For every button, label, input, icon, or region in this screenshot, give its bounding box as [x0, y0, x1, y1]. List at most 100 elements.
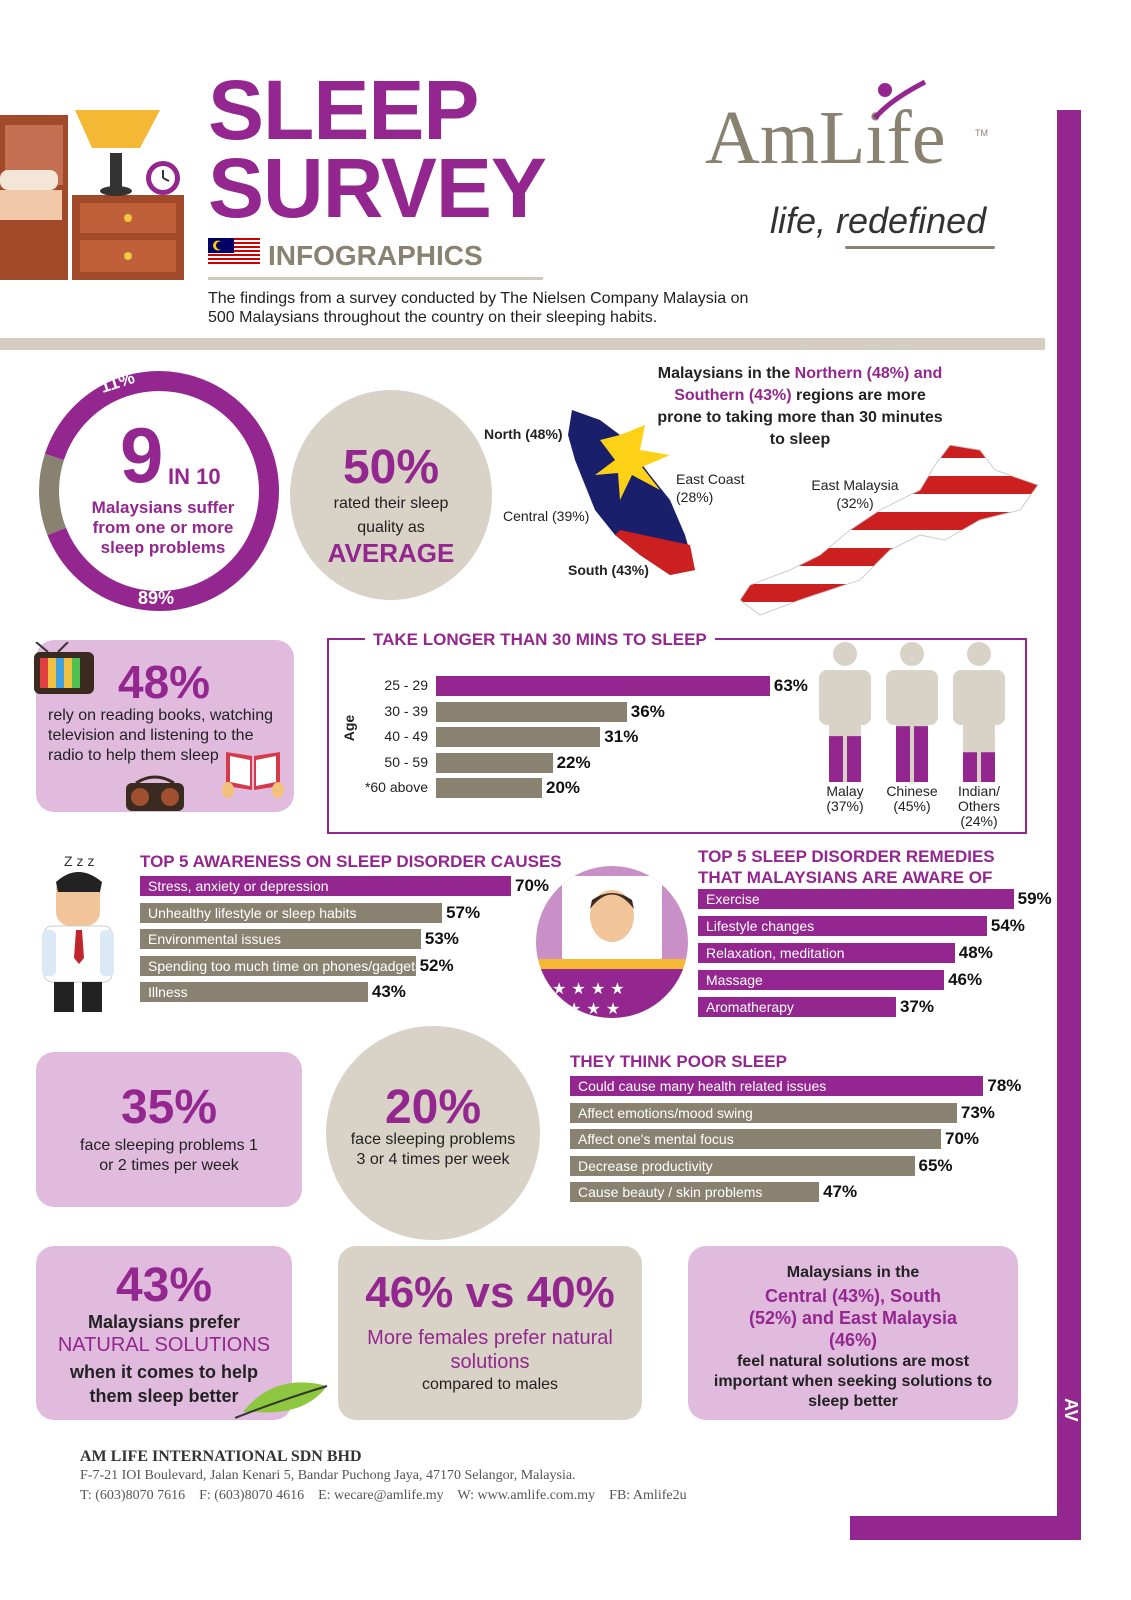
ethnic-figures: Malay (37%) Chinese (45%) Indian/ Others (24%… [815, 640, 1020, 830]
bedroom-illustration [0, 95, 190, 285]
freq2-text: face sleeping problems 3 or 4 times per … [350, 1131, 516, 1168]
radio-icon [124, 775, 186, 813]
leaf-icon [234, 1372, 330, 1422]
remedy-value-label: 46% [948, 970, 983, 989]
freq1-big: 35% [120, 1081, 218, 1134]
nine-in10: IN 10 [168, 464, 221, 489]
tv-icon [28, 641, 98, 696]
ethnic-value: (37%) [826, 798, 864, 814]
cause-bar-label: Unhealthy lifestyle or sleep habits [148, 904, 357, 921]
poor-sleep-value-label: 73% [960, 1102, 995, 1122]
fifty-emph: AVERAGE [327, 538, 455, 568]
remedies-bar-chart: Exercise 59% Lifestyle changes 54% Relaxatio… [698, 889, 1052, 1024]
freq1-text: face sleeping problems 1 or 2 times per … [80, 1137, 258, 1174]
fifty-big: 50% [342, 441, 440, 494]
age-bar-chart: 25 - 29 63% 30 - 39 36% 40 - 49 31% 50 - 59 22%… [350, 676, 830, 806]
remedy-bar-label: Relaxation, meditation [706, 945, 845, 961]
regions-line2: feel natural solutions are most importan… [713, 1353, 993, 1410]
remedy-bar-label: Aromatherapy [706, 999, 794, 1015]
ethnic-name: Malay [826, 783, 864, 799]
svg-text:★ ★ ★: ★ ★ ★ [567, 999, 620, 1018]
age-bar [436, 778, 542, 798]
remedy-bar: Relaxation, meditation [698, 943, 955, 963]
freq1-box [36, 1052, 302, 1207]
cause-bar: Illness [140, 982, 368, 1002]
label-central: Central (39%) [503, 508, 590, 524]
footer-contacts: T: (603)8070 7616 F: (603)8070 4616 E: w… [80, 1488, 687, 1503]
poor-sleep-title: THEY THINK POOR SLEEP [570, 1052, 787, 1071]
remedy-bar-label: Lifestyle changes [706, 918, 815, 934]
poor-sleep-value-label: 65% [918, 1155, 953, 1175]
media-big: 48% [118, 656, 211, 708]
ethnic-name: Chinese [886, 783, 938, 799]
label-east-malaysia: East Malaysia (32%) [811, 477, 899, 511]
cause-value-label: 43% [371, 982, 406, 1001]
remedy-value-label: 37% [899, 997, 934, 1016]
person-figure [819, 642, 871, 782]
bottom-frame-bar [850, 1516, 1081, 1540]
brand-name: AmLife [705, 96, 946, 180]
cause-bar: Environmental issues [140, 929, 421, 949]
poor-sleep-value-label: 70% [945, 1129, 980, 1148]
remedies-title: TOP 5 SLEEP DISORDER REMEDIES THAT MALAY… [698, 846, 1008, 888]
sleepy-man-illustration: Z z z [34, 852, 130, 1012]
cause-value-label: 57% [446, 902, 481, 922]
title-line-1: SLEEP [208, 63, 479, 157]
poor-sleep-bar: Cause beauty / skin problems [570, 1182, 820, 1202]
age-tick-label: 30 - 39 [384, 702, 428, 719]
media-text: rely on reading books, watching televisi… [48, 707, 274, 764]
label-east-coast: East Coast (28%) [676, 471, 745, 505]
age-tick-label: 50 - 59 [384, 753, 428, 770]
cause-bar: Stress, anxiety or depression [140, 876, 511, 896]
cause-bar-label: Spending too much time on phones/gadgets [148, 957, 422, 974]
ethnic-value: (45%) [893, 798, 931, 814]
regions-box [688, 1246, 1018, 1420]
fifty-text: rated their sleep quality as [333, 495, 449, 536]
map-headline: Malaysians in the Northern (48%) and Sou… [650, 363, 950, 451]
malaysia-flag-icon [208, 238, 260, 266]
poor-sleep-bar-label: Could cause many health related issues [578, 1078, 827, 1094]
person-figure [886, 642, 938, 782]
donut-segment-89 [44, 371, 279, 611]
causes-bar-chart: Stress, anxiety or depression 70% Unhealth… [140, 876, 560, 1006]
gender-big: 46% vs 40% [365, 1268, 615, 1317]
cause-bar-label: Environmental issues [148, 931, 282, 947]
remedies-title-text: TOP 5 SLEEP DISORDER REMEDIES THAT MALAY… [698, 847, 995, 887]
poor-sleep-value-label: 47% [823, 1182, 858, 1201]
poor-sleep-bar: Decrease productivity [570, 1155, 915, 1176]
poor-sleep-bar-label: Affect emotions/mood swing [578, 1104, 753, 1121]
age-value-label: 20% [546, 778, 581, 797]
svg-text:Z z z: Z z z [64, 853, 94, 869]
age-bar [436, 727, 601, 747]
natural-line1: Malaysians prefer [87, 1312, 241, 1332]
regions-emph: Central (43%), South (52%) and East Mala… [748, 1286, 958, 1350]
age-tick-label: 25 - 29 [384, 677, 428, 693]
age-tick-label: 40 - 49 [384, 728, 428, 744]
book-icon [222, 742, 284, 798]
natural-big: 43% [115, 1259, 213, 1312]
freq2-big: 20% [384, 1081, 482, 1134]
poor-sleep-bar-chart: Could cause many health related issues 78… [570, 1076, 1030, 1208]
remedy-bar-label: Massage [706, 972, 763, 988]
gender-line: compared to males [421, 1376, 559, 1393]
cause-bar: Spending too much time on phones/gadgets [140, 955, 422, 976]
age-value-label: 31% [604, 727, 639, 746]
east-malaysia-map [739, 440, 1040, 625]
age-chart-title: TAKE LONGER THAN 30 MINS TO SLEEP [365, 630, 715, 650]
remedy-value-label: 59% [1017, 889, 1052, 908]
cause-value-label: 70% [515, 876, 550, 895]
age-bar [436, 701, 627, 722]
cause-bar-label: Illness [148, 984, 188, 1000]
frame-logo-mark: AV [1061, 1398, 1081, 1422]
intro-text: The findings from a survey conducted by … [208, 290, 749, 326]
freq2-circle [326, 1026, 540, 1240]
subtitle: INFOGRAPHICS [268, 240, 483, 271]
right-frame-bar [1057, 110, 1081, 1540]
age-bar [436, 676, 770, 696]
poor-sleep-value-label: 78% [987, 1076, 1022, 1095]
age-value-label: 22% [556, 752, 591, 772]
poor-sleep-bar: Could cause many health related issues [570, 1076, 984, 1096]
tagline-swoosh [845, 246, 995, 249]
remedy-bar: Exercise [698, 889, 1014, 909]
donut-segment-11 [39, 453, 67, 536]
